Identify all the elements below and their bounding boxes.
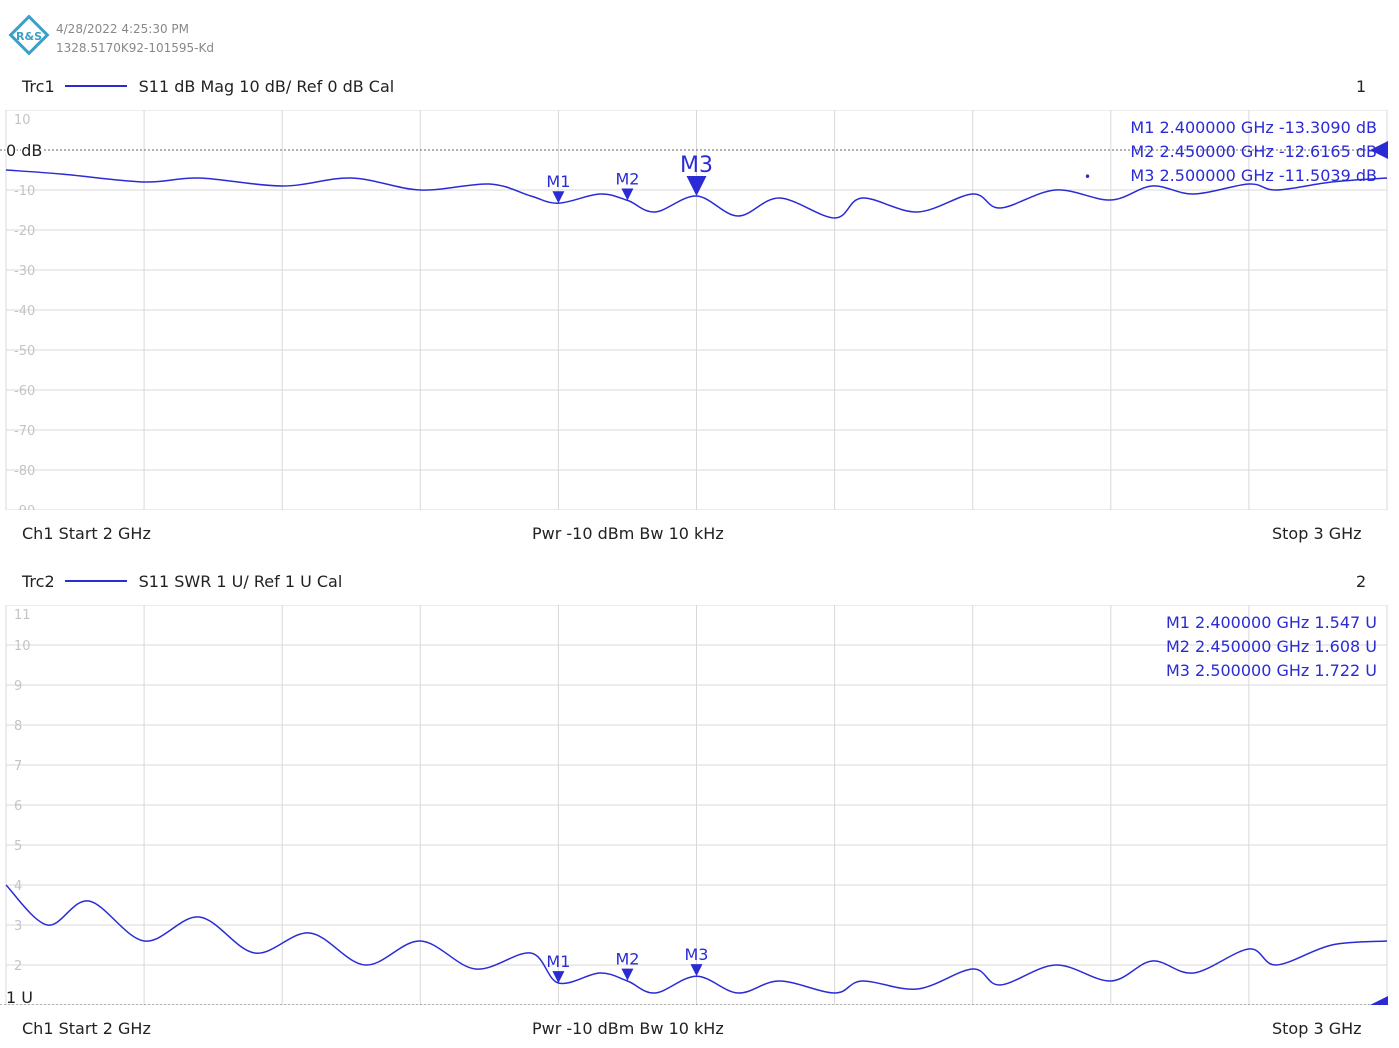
trace1-label: Trc1 <box>22 77 55 96</box>
marker-triangle-icon <box>621 188 634 201</box>
y-tick-label: -20 <box>14 224 35 239</box>
marker-label: M1 <box>546 952 570 971</box>
marker-triangle-icon <box>552 971 565 984</box>
chart1-power-bw-label: Pwr -10 dBm Bw 10 kHz <box>532 524 724 543</box>
chart2-power-bw-label: Pwr -10 dBm Bw 10 kHz <box>532 1019 724 1038</box>
y-tick-label: -60 <box>14 384 35 399</box>
y-tick-label: 9 <box>14 679 22 694</box>
y-tick-label: -90 <box>14 504 35 510</box>
y-tick-label: 5 <box>14 839 22 854</box>
marker-table-row: M2 2.450000 GHz -12.6165 dB <box>1130 142 1377 161</box>
y-tick-label: -70 <box>14 424 35 439</box>
y-tick-label: 11 <box>14 608 31 623</box>
marker-triangle-icon <box>552 191 565 204</box>
trace1-title-row: Trc1 S11 dB Mag 10 dB/ Ref 0 dB Cal <box>22 77 394 96</box>
y-tick-label: 6 <box>14 799 22 814</box>
marker-triangle-icon <box>621 968 634 981</box>
instrument-id: 1328.5170K92-101595-Kd <box>56 41 214 55</box>
trace-line <box>5 169 1388 219</box>
y-tick-label: 10 <box>14 113 31 128</box>
chart-s11-dbmag: 10 -10 -20 -30 -40 -50 -60 -70 -80 -90 0 dB M1 M2 M3 M… <box>0 110 1388 510</box>
marker-label: M2 <box>615 169 639 188</box>
marker-label: M3 <box>685 945 709 964</box>
y-tick-label: -10 <box>14 184 35 199</box>
trace-line <box>5 884 1388 994</box>
marker-table-row: M3 2.500000 GHz 1.722 U <box>1166 661 1377 680</box>
marker-table-row: M1 2.400000 GHz -13.3090 dB <box>1130 118 1377 137</box>
trace2-desc: S11 SWR 1 U/ Ref 1 U Cal <box>138 572 343 591</box>
timestamp: 4/28/2022 4:25:30 PM <box>56 22 190 36</box>
reference-label: 0 dB <box>6 141 42 160</box>
trace2-label: Trc2 <box>22 572 55 591</box>
marker-label: M1 <box>546 172 570 191</box>
y-tick-label: -80 <box>14 464 35 479</box>
y-tick-label: -50 <box>14 344 35 359</box>
chart2-start-label: Ch1 Start 2 GHz <box>22 1019 151 1038</box>
marker-table-row: M1 2.400000 GHz 1.547 U <box>1166 613 1377 632</box>
trace2-title-row: Trc2 S11 SWR 1 U/ Ref 1 U Cal <box>22 572 342 591</box>
marker-label: M3 <box>680 153 713 178</box>
window1-number: 1 <box>1356 77 1367 96</box>
y-tick-label: 10 <box>14 639 31 654</box>
y-tick-label: 2 <box>14 959 22 974</box>
marker-triangle-icon <box>690 964 703 977</box>
logo-text: R&S <box>16 30 42 43</box>
chart1-start-label: Ch1 Start 2 GHz <box>22 524 151 543</box>
y-tick-label: 7 <box>14 759 22 774</box>
reference-arrow-icon <box>1370 141 1388 159</box>
active-marker-dot: • <box>1084 170 1091 184</box>
reference-label: 1 U <box>6 988 33 1005</box>
trace1-line-swatch <box>64 84 127 87</box>
chart1-stop-label: Stop 3 GHz <box>1272 524 1362 543</box>
trace1-desc: S11 dB Mag 10 dB/ Ref 0 dB Cal <box>138 77 395 96</box>
reference-arrow-icon <box>1370 996 1388 1005</box>
y-tick-label: 8 <box>14 719 22 734</box>
y-tick-label: 3 <box>14 919 22 934</box>
window2-number: 2 <box>1356 572 1367 591</box>
chart-s11-swr: 11 10 9 8 7 6 5 4 3 2 1 U M1 M2 M3 M1 2.400000 GHz 1.5… <box>0 605 1388 1005</box>
marker-label: M2 <box>615 950 639 969</box>
trace2-line-swatch <box>64 579 127 582</box>
marker-triangle-icon <box>686 176 707 197</box>
marker-table-row: M3 2.500000 GHz -11.5039 dB <box>1130 166 1377 185</box>
rs-logo-icon: R&S <box>8 14 50 56</box>
chart2-stop-label: Stop 3 GHz <box>1272 1019 1362 1038</box>
y-tick-label: 4 <box>14 879 22 894</box>
y-tick-label: -40 <box>14 304 35 319</box>
y-tick-label: -30 <box>14 264 35 279</box>
marker-table-row: M2 2.450000 GHz 1.608 U <box>1166 637 1377 656</box>
